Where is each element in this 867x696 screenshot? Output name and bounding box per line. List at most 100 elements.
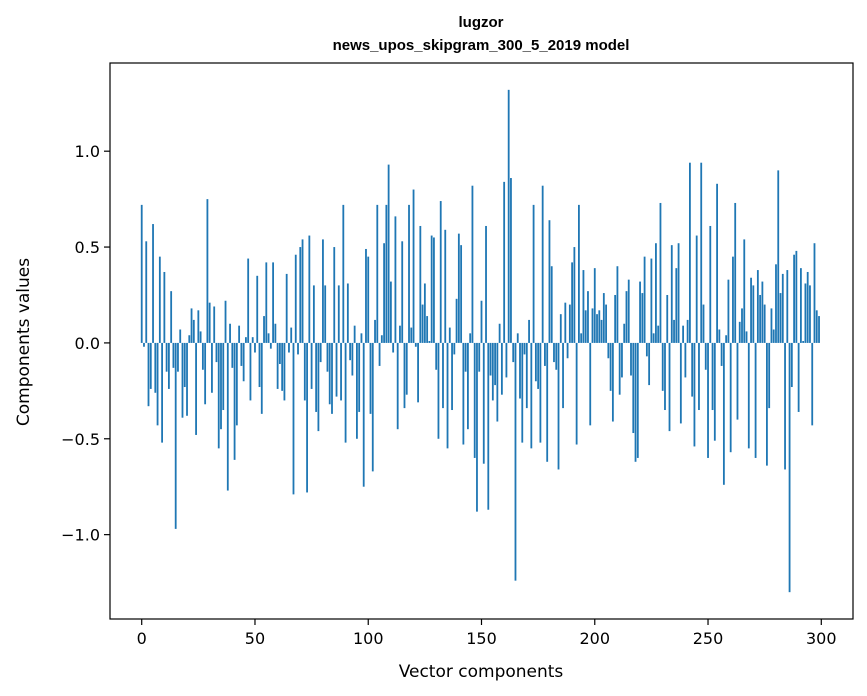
bar-28 <box>204 342 207 405</box>
bar-80 <box>322 239 324 343</box>
bar-169 <box>523 342 526 355</box>
bar-102 <box>371 342 374 472</box>
bar-247 <box>700 162 703 343</box>
bar-253 <box>713 342 716 441</box>
bar-22 <box>190 308 193 343</box>
bar-180 <box>548 220 551 343</box>
bar-194 <box>580 333 583 343</box>
bar-290 <box>797 342 800 412</box>
bar-259 <box>727 279 730 343</box>
bar-215 <box>627 279 630 343</box>
bar-125 <box>423 283 426 343</box>
bar-92 <box>349 342 352 361</box>
bar-18 <box>181 342 184 418</box>
bar-107 <box>383 243 385 343</box>
bar-256 <box>720 342 723 366</box>
bar-12 <box>167 342 170 389</box>
y-tick-label: 0.5 <box>75 238 100 257</box>
bar-128 <box>430 235 433 343</box>
bar-99 <box>365 248 367 343</box>
bar-32 <box>213 306 216 343</box>
bar-164 <box>512 342 515 363</box>
bar-104 <box>376 204 379 343</box>
bar-269 <box>750 277 752 343</box>
bar-210 <box>616 266 619 343</box>
bar-189 <box>568 304 571 343</box>
bar-57 <box>269 342 272 349</box>
y-tick-label: 0.0 <box>75 334 100 353</box>
bar-50 <box>254 342 256 353</box>
bar-61 <box>278 342 281 365</box>
bar-138 <box>453 342 456 355</box>
bar-254 <box>716 183 718 343</box>
bar-101 <box>369 342 372 414</box>
bar-56 <box>267 333 270 343</box>
bar-171 <box>528 319 530 343</box>
bar-85 <box>333 247 336 343</box>
bar-48 <box>249 342 252 401</box>
bar-235 <box>673 319 675 343</box>
bar-25 <box>197 310 200 343</box>
bar-76 <box>312 285 315 343</box>
bar-274 <box>761 281 764 343</box>
bar-175 <box>537 342 540 389</box>
y-tick-label: −0.5 <box>61 430 100 449</box>
bar-151 <box>482 342 485 464</box>
bar-202 <box>598 310 601 343</box>
bar-52 <box>258 342 261 388</box>
bar-287 <box>790 342 793 388</box>
y-axis-ticks: −1.0 −0.5 0.0 0.5 1.0 <box>61 142 110 545</box>
bar-108 <box>385 204 388 343</box>
bar-153 <box>487 342 490 510</box>
bar-222 <box>643 256 646 343</box>
bar-54 <box>263 316 265 343</box>
bar-265 <box>741 308 743 343</box>
bar-88 <box>340 342 342 401</box>
bar-196 <box>584 310 587 343</box>
chart-title: lugzor <box>459 14 504 31</box>
bar-71 <box>301 239 304 343</box>
bar-87 <box>337 285 340 343</box>
bar-224 <box>648 342 651 386</box>
bar-156 <box>494 342 496 386</box>
bar-134 <box>444 229 447 343</box>
bar-176 <box>539 342 542 443</box>
bar-229 <box>659 202 662 343</box>
bar-260 <box>729 342 732 453</box>
bar-45 <box>242 342 245 382</box>
x-tick-label: 200 <box>579 629 610 648</box>
bar-140 <box>457 233 460 343</box>
plot-frame <box>109 62 854 620</box>
bar-37 <box>224 300 227 343</box>
bar-213 <box>623 323 626 343</box>
bar-53 <box>260 342 263 414</box>
bar-186 <box>562 342 564 409</box>
bar-49 <box>251 337 254 343</box>
bar-279 <box>772 329 775 343</box>
bar-227 <box>655 243 657 343</box>
bar-212 <box>621 342 623 378</box>
bar-65 <box>288 342 290 353</box>
bar-82 <box>326 342 329 372</box>
bar-173 <box>532 204 535 343</box>
bar-263 <box>736 342 739 420</box>
bar-218 <box>634 342 637 462</box>
bar-21 <box>188 335 191 343</box>
x-axis-label: Vector components <box>399 662 564 682</box>
bar-209 <box>614 294 617 343</box>
bar-6 <box>154 342 157 393</box>
bar-67 <box>292 342 295 495</box>
bar-179 <box>546 342 549 462</box>
bar-129 <box>433 237 435 343</box>
bar-267 <box>745 331 748 343</box>
bar-201 <box>596 314 598 343</box>
bar-84 <box>331 342 333 414</box>
bar-205 <box>605 304 607 343</box>
bar-78 <box>317 342 320 432</box>
x-tick-label: 250 <box>693 629 724 648</box>
x-tick-label: 50 <box>245 629 265 648</box>
bar-228 <box>657 325 660 343</box>
bar-5 <box>152 224 154 343</box>
bar-10 <box>163 271 166 343</box>
